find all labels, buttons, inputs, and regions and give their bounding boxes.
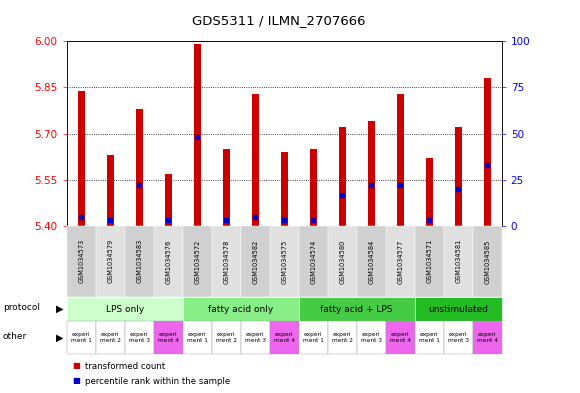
Text: experi
ment 4: experi ment 4 <box>274 332 295 343</box>
Text: GSM1034575: GSM1034575 <box>281 239 287 283</box>
Text: GDS5311 / ILMN_2707666: GDS5311 / ILMN_2707666 <box>191 14 365 27</box>
Text: GSM1034573: GSM1034573 <box>78 239 84 283</box>
Bar <box>455 127 462 226</box>
Text: ▶: ▶ <box>56 333 64 343</box>
Text: ▶: ▶ <box>56 304 64 314</box>
Text: GSM1034581: GSM1034581 <box>455 239 461 283</box>
Text: GSM1034574: GSM1034574 <box>310 239 316 283</box>
Text: experi
ment 1: experi ment 1 <box>71 332 92 343</box>
Text: fatty acid + LPS: fatty acid + LPS <box>320 305 393 314</box>
Text: experi
ment 3: experi ment 3 <box>129 332 150 343</box>
Text: GSM1034579: GSM1034579 <box>107 239 113 283</box>
Text: experi
ment 1: experi ment 1 <box>419 332 440 343</box>
Text: experi
ment 3: experi ment 3 <box>245 332 266 343</box>
Bar <box>368 121 375 226</box>
Text: fatty acid only: fatty acid only <box>208 305 273 314</box>
Bar <box>397 94 404 226</box>
Bar <box>281 152 288 226</box>
Text: GSM1034582: GSM1034582 <box>252 239 258 283</box>
Bar <box>136 109 143 226</box>
Text: GSM1034583: GSM1034583 <box>136 239 142 283</box>
Text: ■: ■ <box>72 361 81 370</box>
Bar <box>339 127 346 226</box>
Bar <box>310 149 317 226</box>
Text: GSM1034577: GSM1034577 <box>397 239 403 283</box>
Bar <box>107 155 114 226</box>
Text: experi
ment 2: experi ment 2 <box>332 332 353 343</box>
Text: experi
ment 3: experi ment 3 <box>448 332 469 343</box>
Text: GSM1034585: GSM1034585 <box>484 239 490 283</box>
Text: GSM1034580: GSM1034580 <box>339 239 345 283</box>
Bar <box>426 158 433 226</box>
Text: other: other <box>3 332 27 341</box>
Bar <box>194 44 201 226</box>
Text: experi
ment 4: experi ment 4 <box>477 332 498 343</box>
Bar <box>223 149 230 226</box>
Text: protocol: protocol <box>3 303 40 312</box>
Text: LPS only: LPS only <box>106 305 144 314</box>
Text: ■: ■ <box>72 376 81 385</box>
Text: GSM1034571: GSM1034571 <box>426 239 432 283</box>
Text: experi
ment 2: experi ment 2 <box>100 332 121 343</box>
Text: experi
ment 1: experi ment 1 <box>187 332 208 343</box>
Text: experi
ment 4: experi ment 4 <box>390 332 411 343</box>
Text: experi
ment 1: experi ment 1 <box>303 332 324 343</box>
Bar <box>78 90 85 226</box>
Bar <box>484 78 491 226</box>
Text: experi
ment 2: experi ment 2 <box>216 332 237 343</box>
Text: GSM1034576: GSM1034576 <box>165 239 171 283</box>
Text: GSM1034572: GSM1034572 <box>194 239 200 283</box>
Text: GSM1034584: GSM1034584 <box>368 239 374 283</box>
Text: unstimulated: unstimulated <box>428 305 488 314</box>
Text: transformed count: transformed count <box>85 362 165 371</box>
Bar <box>252 94 259 226</box>
Bar <box>165 174 172 226</box>
Text: experi
ment 4: experi ment 4 <box>158 332 179 343</box>
Text: experi
ment 3: experi ment 3 <box>361 332 382 343</box>
Text: percentile rank within the sample: percentile rank within the sample <box>85 377 230 386</box>
Text: GSM1034578: GSM1034578 <box>223 239 229 283</box>
